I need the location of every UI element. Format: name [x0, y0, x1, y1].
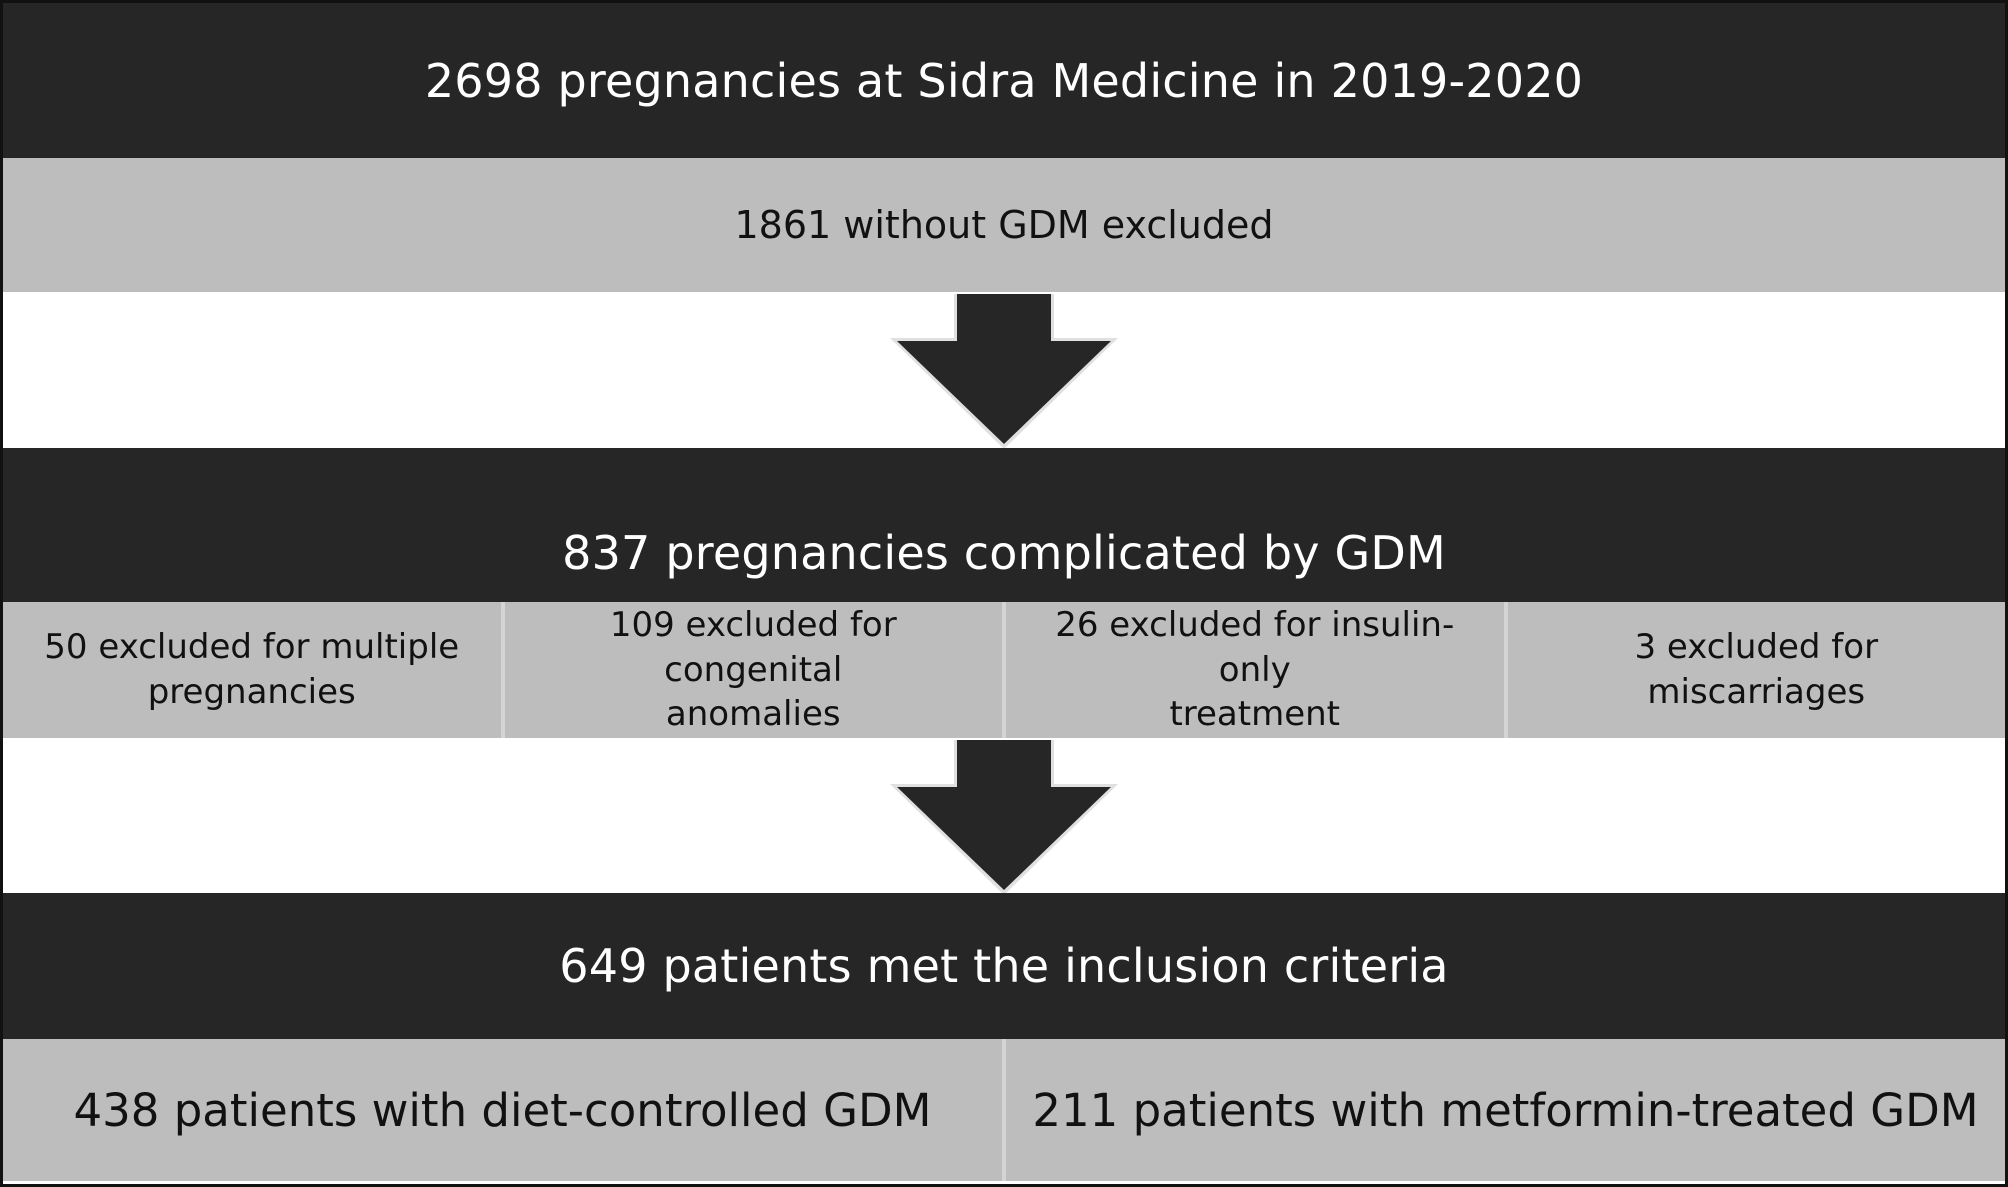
- stage-3-box: 649 patients met the inclusion criteria: [3, 893, 2005, 1039]
- exclusion-label: 3 excluded for miscarriages: [1634, 627, 1879, 712]
- exclusion-label: 109 excluded for congenital anomalies: [523, 603, 985, 738]
- stage-1-box: 2698 pregnancies at Sidra Medicine in 20…: [3, 3, 2005, 158]
- exclusion-label: 26 excluded for insulin-only treatment: [1024, 603, 1486, 738]
- exclusion-line: treatment: [1169, 694, 1341, 735]
- exclusion-insulin-only: 26 excluded for insulin-only treatment: [1006, 602, 1508, 738]
- exclusion-1-box: 1861 without GDM excluded: [3, 158, 2005, 292]
- exclusion-1-label: 1861 without GDM excluded: [734, 203, 1274, 247]
- exclusion-line: pregnancies: [147, 672, 356, 712]
- stage-3-label: 649 patients met the inclusion criteria: [559, 939, 1449, 993]
- down-arrow-icon: [890, 740, 1118, 895]
- exclusion-line: anomalies: [665, 694, 841, 735]
- exclusion-multiple-pregnancies: 50 excluded for multiple pregnancies: [3, 602, 505, 738]
- exclusion-miscarriages: 3 excluded for miscarriages: [1507, 602, 2005, 738]
- stage-1-label: 2698 pregnancies at Sidra Medicine in 20…: [424, 53, 1584, 108]
- exclusion-line: 109 excluded for congenital: [609, 604, 897, 690]
- stage-2-box: 837 pregnancies complicated by GDM: [3, 448, 2005, 602]
- exclusion-label: 50 excluded for multiple pregnancies: [44, 625, 459, 715]
- group-label: 211 patients with metformin-treated GDM: [1032, 1083, 1979, 1137]
- group-label: 438 patients with diet-controlled GDM: [73, 1083, 932, 1137]
- exclusion-line: 26 excluded for insulin-only: [1055, 604, 1455, 690]
- exclusion-line: 50 excluded for multiple: [44, 627, 460, 668]
- groups-row: 438 patients with diet-controlled GDM 21…: [3, 1039, 2005, 1181]
- stage-2-label: 837 pregnancies complicated by GDM: [562, 526, 1446, 580]
- exclusion-2-row: 50 excluded for multiple pregnancies 109 …: [3, 602, 2005, 738]
- exclusion-congenital-anomalies: 109 excluded for congenital anomalies: [504, 602, 1006, 738]
- group-metformin-treated: 211 patients with metformin-treated GDM: [1006, 1039, 2005, 1181]
- down-arrow-icon: [890, 294, 1118, 449]
- group-diet-controlled: 438 patients with diet-controlled GDM: [3, 1039, 1006, 1181]
